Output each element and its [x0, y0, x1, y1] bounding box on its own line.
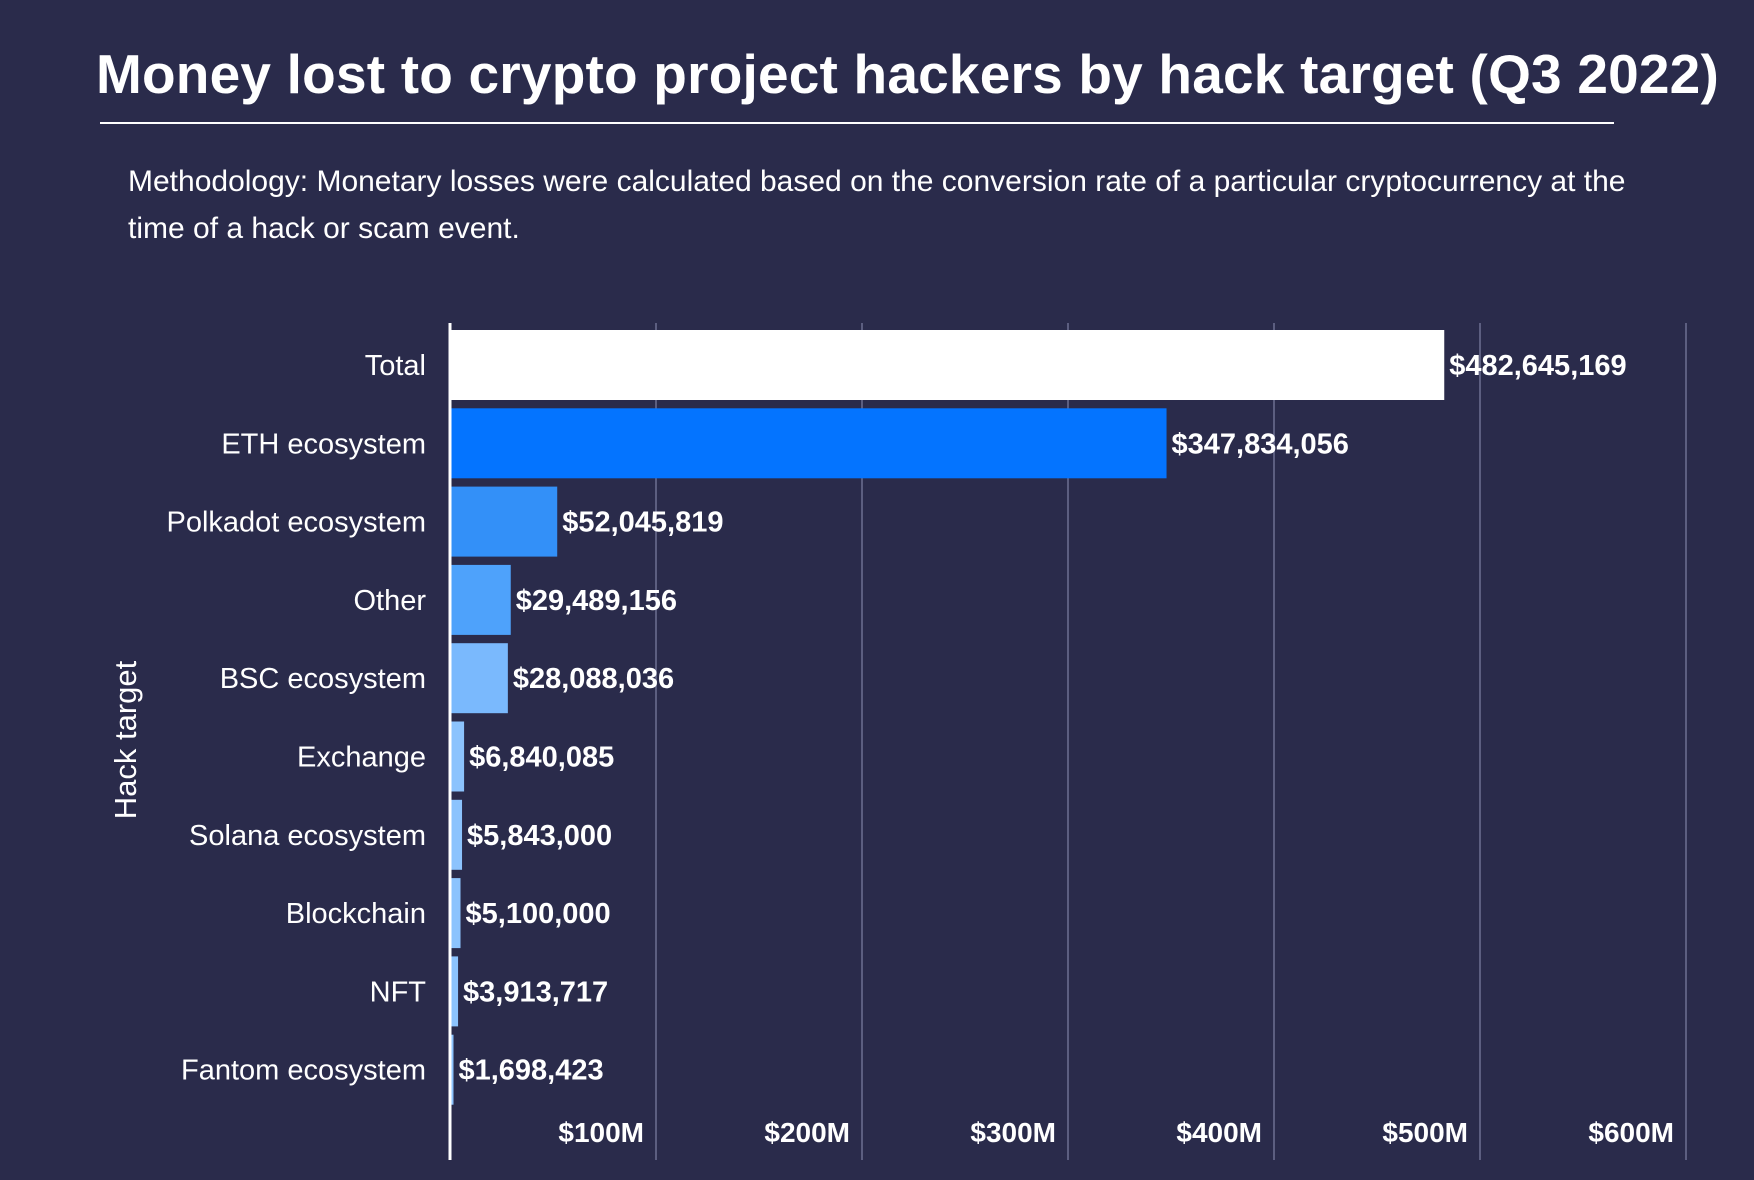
bar	[450, 408, 1167, 479]
category-label: Total	[365, 350, 426, 382]
labels: $100M $200M $300M $400M $500M $600M Total $482,…	[166, 350, 1674, 1148]
bar	[450, 799, 463, 870]
bar	[450, 486, 558, 557]
category-label: Solana ecosystem	[189, 820, 426, 852]
data-label: $28,088,036	[513, 663, 674, 695]
category-label: BSC ecosystem	[220, 663, 426, 695]
x-tick-label: $600M	[1588, 1117, 1674, 1148]
x-tick-label: $100M	[558, 1117, 644, 1148]
category-label: Polkadot ecosystem	[166, 507, 426, 539]
data-label: $3,913,717	[463, 976, 608, 1008]
x-tick-label: $400M	[1176, 1117, 1262, 1148]
bar	[450, 1034, 454, 1105]
data-label: $347,834,056	[1172, 428, 1349, 460]
data-label: $6,840,085	[469, 742, 614, 774]
data-label: $5,843,000	[467, 820, 612, 852]
category-label: Other	[353, 585, 426, 617]
bar	[450, 721, 465, 792]
bars	[450, 330, 1445, 1105]
data-label: $482,645,169	[1449, 350, 1626, 382]
title-underline	[100, 122, 1614, 124]
x-tick-label: $300M	[970, 1117, 1056, 1148]
data-label: $29,489,156	[516, 585, 677, 617]
data-label: $52,045,819	[562, 507, 723, 539]
bar	[450, 564, 511, 635]
category-label: Fantom ecosystem	[181, 1055, 426, 1087]
methodology-note: Methodology: Monetary losses were calcul…	[128, 165, 1626, 245]
bar	[450, 330, 1445, 400]
chart-title: Money lost to crypto project hackers by …	[96, 43, 1719, 105]
x-tick-label: $500M	[1382, 1117, 1468, 1148]
category-label: Blockchain	[286, 898, 426, 930]
data-label: $1,698,423	[458, 1055, 603, 1087]
category-label: ETH ecosystem	[221, 428, 426, 460]
y-axis-title: Hack target	[108, 660, 143, 819]
category-label: Exchange	[297, 742, 426, 774]
category-label: NFT	[370, 976, 427, 1008]
bar	[450, 878, 461, 949]
bar	[450, 956, 459, 1027]
data-label: $5,100,000	[466, 898, 611, 930]
gridlines	[655, 323, 1687, 1160]
bar	[450, 643, 508, 714]
x-tick-label: $200M	[764, 1117, 850, 1148]
